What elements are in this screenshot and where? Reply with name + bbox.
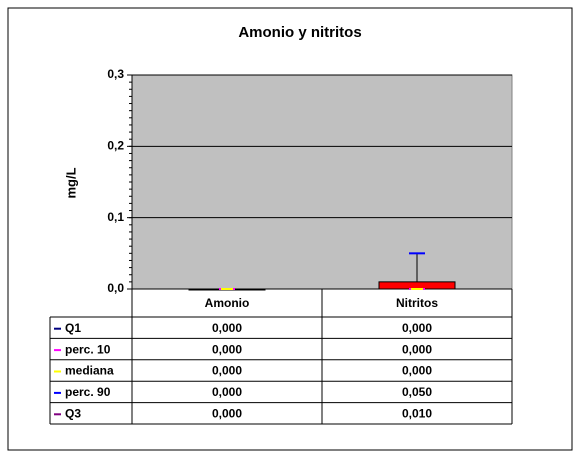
chart-title: Amonio y nitritos — [238, 24, 361, 41]
legend-label: perc. 10 — [65, 342, 111, 356]
table-value: 0,000 — [212, 342, 242, 356]
legend-label: Q3 — [65, 406, 81, 420]
legend-label: perc. 90 — [65, 385, 111, 399]
table-value: 0,000 — [402, 321, 432, 335]
table-value: 0,000 — [212, 364, 242, 378]
y-tick-label: 0,2 — [107, 139, 124, 153]
table-value: 0,000 — [212, 406, 242, 420]
table-value: 0,000 — [402, 342, 432, 356]
y-tick-label: 0,0 — [107, 281, 124, 295]
table-value: 0,000 — [402, 364, 432, 378]
table-header: Nitritos — [396, 296, 438, 310]
table-value: 0,010 — [402, 406, 432, 420]
y-tick-label: 0,1 — [107, 210, 124, 224]
y-tick-label: 0,3 — [107, 67, 124, 81]
table-value: 0,050 — [402, 385, 432, 399]
legend-label: mediana — [65, 364, 114, 378]
table-header: Amonio — [205, 296, 250, 310]
y-axis-label: mg/L — [63, 167, 78, 198]
plot-area — [131, 74, 513, 290]
box — [378, 281, 456, 290]
table-value: 0,000 — [212, 385, 242, 399]
table-value: 0,000 — [212, 321, 242, 335]
legend-label: Q1 — [65, 321, 81, 335]
